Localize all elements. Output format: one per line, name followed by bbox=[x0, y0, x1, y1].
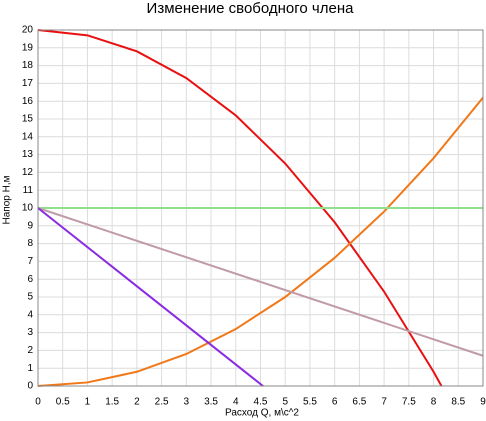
chart-title: Изменение свободного члена bbox=[147, 0, 355, 17]
y-tick-label: 11 bbox=[23, 185, 34, 196]
x-tick-label: 1.5 bbox=[105, 397, 119, 408]
x-tick-label: 1 bbox=[85, 397, 91, 408]
y-tick-label: 16 bbox=[22, 96, 34, 107]
y-tick-label: 18 bbox=[22, 60, 34, 71]
x-tick-label: 6 bbox=[332, 397, 338, 408]
y-tick-label: 9 bbox=[27, 220, 33, 231]
x-tick-label: 0 bbox=[35, 397, 41, 408]
y-tick-label: 3 bbox=[27, 327, 33, 338]
y-tick-label: 12 bbox=[22, 167, 34, 178]
plot-frame bbox=[37, 29, 484, 387]
x-tick-label: 0.5 bbox=[56, 397, 70, 408]
y-tick-label: 5 bbox=[27, 292, 33, 303]
y-tick-label: 20 bbox=[22, 25, 34, 36]
x-tick-label: 2.5 bbox=[155, 397, 169, 408]
series-line bbox=[37, 207, 264, 387]
x-tick-label: 8 bbox=[431, 397, 437, 408]
y-tick-label: 19 bbox=[22, 42, 34, 53]
y-tick-label: 17 bbox=[22, 78, 34, 89]
x-tick-label: 4 bbox=[233, 397, 239, 408]
x-tick-label: 3.5 bbox=[204, 397, 218, 408]
y-tick-label: 2 bbox=[27, 345, 33, 356]
x-tick-label: 4.5 bbox=[254, 397, 268, 408]
y-tick-label: 14 bbox=[22, 131, 34, 142]
series-line bbox=[37, 97, 484, 387]
x-tick-label: 6.5 bbox=[352, 397, 366, 408]
x-tick-label: 2 bbox=[134, 397, 140, 408]
y-tick-label: 1 bbox=[27, 363, 33, 374]
x-tick-label: 8.5 bbox=[451, 397, 465, 408]
y-tick-label: 6 bbox=[27, 274, 33, 285]
x-tick-label: 7.5 bbox=[402, 397, 416, 408]
y-tick-label: 13 bbox=[22, 149, 34, 160]
x-tick-label: 5.5 bbox=[303, 397, 317, 408]
y-tick-label: 0 bbox=[27, 381, 33, 392]
y-tick-label: 7 bbox=[27, 256, 33, 267]
x-axis-label: Расход Q, м\с^2 bbox=[225, 408, 299, 419]
series-line bbox=[37, 207, 484, 357]
x-tick-label: 9 bbox=[480, 397, 486, 408]
x-tick-label: 3 bbox=[184, 397, 190, 408]
x-tick-label: 5 bbox=[282, 397, 288, 408]
y-tick-label: 8 bbox=[27, 238, 33, 249]
y-tick-label: 4 bbox=[27, 309, 33, 320]
y-tick-label: 10 bbox=[22, 203, 34, 214]
y-axis-label: Напор H,м bbox=[2, 175, 13, 224]
plot-lines bbox=[37, 29, 484, 387]
y-tick-label: 15 bbox=[22, 114, 34, 125]
x-tick-label: 7 bbox=[381, 397, 387, 408]
